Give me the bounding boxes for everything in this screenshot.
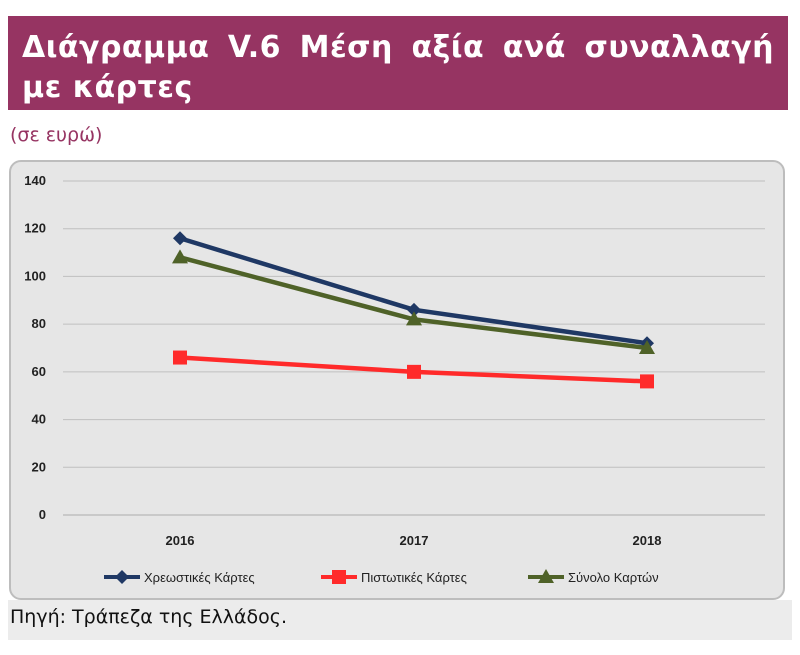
y-tick-label: 80 xyxy=(32,316,46,331)
y-tick-label: 40 xyxy=(32,412,46,427)
y-tick-label: 140 xyxy=(24,173,46,188)
data-point xyxy=(172,249,188,264)
y-tick-label: 20 xyxy=(32,459,46,474)
unit-note: (σε ευρώ) xyxy=(10,124,103,146)
series-line-1 xyxy=(179,236,648,346)
source-note: Πηγή: Τράπεζα της Ελλάδος. xyxy=(8,600,792,640)
legend-label-1: Χρεωστικές Κάρτες xyxy=(144,570,255,585)
legend-marker-1 xyxy=(115,570,129,584)
data-point xyxy=(173,231,187,246)
legend-marker-3 xyxy=(538,569,554,583)
data-point xyxy=(640,374,654,389)
y-tick-label: 100 xyxy=(24,268,46,283)
data-point xyxy=(407,302,421,317)
x-tick-label: 2016 xyxy=(166,533,195,548)
data-point xyxy=(173,350,187,365)
chart-frame xyxy=(9,160,785,600)
y-tick-label: 60 xyxy=(32,364,46,379)
legend-label-3: Σύνολο Καρτών xyxy=(568,570,659,585)
legend-label-2: Πιστωτικές Κάρτες xyxy=(361,570,467,585)
data-point xyxy=(407,364,421,379)
title-band: Διάγραμμα V.6 Μέση αξία ανά συναλλαγή με… xyxy=(8,16,788,110)
x-tick-label: 2018 xyxy=(633,533,662,548)
chart-title: Διάγραμμα V.6 Μέση αξία ανά συναλλαγή με… xyxy=(22,30,774,105)
x-tick-label: 2017 xyxy=(400,533,429,548)
data-point xyxy=(639,340,655,354)
data-point xyxy=(406,311,422,326)
y-tick-label: 0 xyxy=(39,507,46,522)
y-tick-label: 120 xyxy=(24,221,46,236)
legend-marker-2 xyxy=(332,570,346,584)
